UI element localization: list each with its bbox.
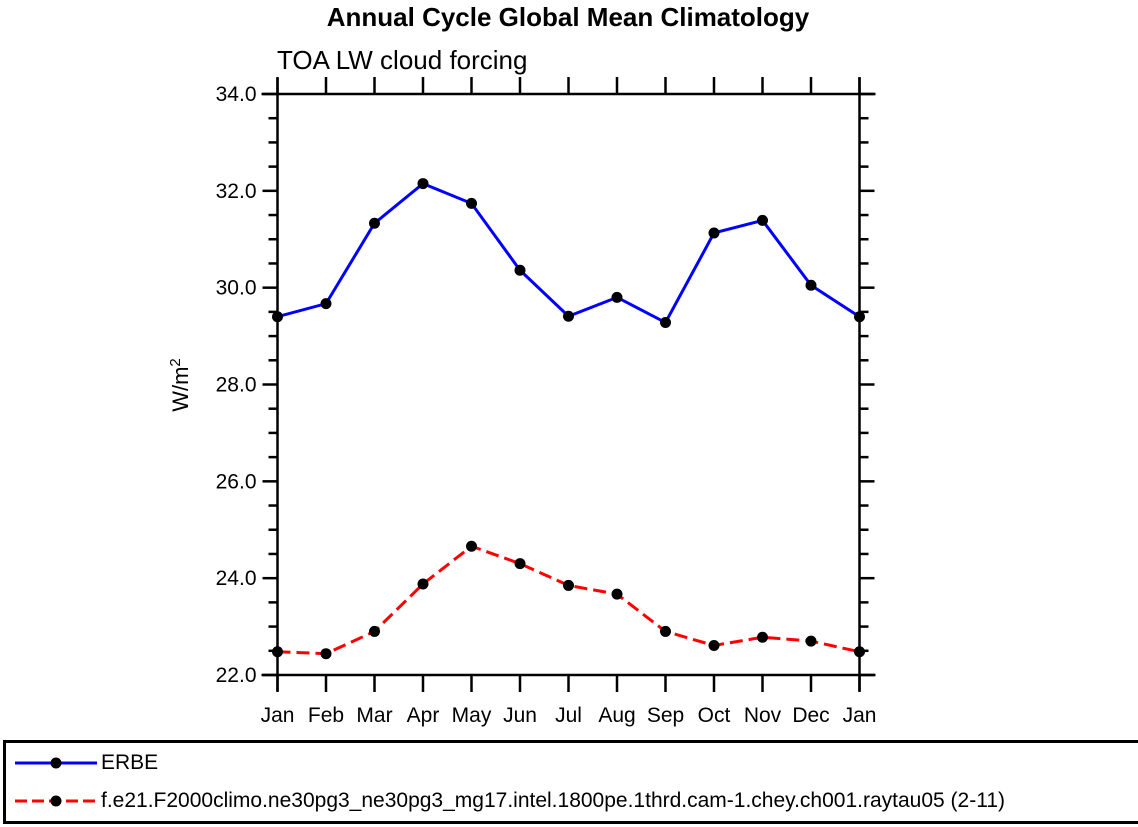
x-tick-label: Apr (407, 704, 440, 727)
data-point-marker (369, 217, 380, 229)
legend-label-erbe: ERBE (101, 751, 159, 775)
x-tick-label: Jun (503, 704, 537, 727)
y-tick-label: 28.0 (216, 374, 257, 397)
y-tick-label: 30.0 (216, 277, 257, 300)
data-point-marker (320, 648, 332, 660)
data-point-marker (611, 291, 623, 303)
chart-title: Annual Cycle Global Mean Climatology (326, 2, 810, 32)
x-tick-label: Dec (792, 704, 829, 727)
data-point-marker (708, 639, 720, 651)
x-tick-label: May (452, 704, 492, 727)
y-tick-label: 24.0 (216, 567, 257, 590)
y-tick-label: 26.0 (216, 470, 257, 493)
y-tick-label: 32.0 (216, 180, 257, 203)
data-point-marker (369, 625, 380, 637)
x-tick-label: Feb (308, 704, 344, 727)
data-point-marker (514, 264, 526, 276)
x-tick-label: Sep (647, 704, 684, 727)
x-tick-label: Aug (598, 704, 635, 727)
model-line-sample (15, 795, 97, 807)
x-tick-label: Oct (698, 704, 731, 727)
legend-label-model: f.e21.F2000climo.ne30pg3_ne30pg3_mg17.in… (101, 788, 1006, 812)
data-point-marker (854, 311, 865, 323)
data-point-marker (466, 540, 477, 552)
data-point-marker (272, 311, 283, 323)
annual-cycle-line-chart: Jan Feb Mar Apr May Jun Jul Aug Sep Oct Nov Dec Jan2… (216, 77, 877, 727)
data-point-marker (660, 625, 671, 637)
x-tick-label: Jan (261, 704, 295, 727)
y-tick-label: 34.0 (216, 83, 257, 106)
legend-marker-icon (50, 757, 62, 769)
x-tick-label: Jan (843, 704, 877, 727)
legend-box: ERBE f.e21.F2000climo.ne30pg3_ne30pg3_mg… (3, 740, 1138, 824)
legend-item-model: f.e21.F2000climo.ne30pg3_ne30pg3_mg17.in… (13, 784, 1138, 818)
x-tick-label: Jul (555, 704, 582, 727)
data-point-marker (320, 298, 332, 310)
x-tick-label: Nov (744, 704, 782, 727)
data-point-marker (563, 579, 574, 591)
data-point-marker (757, 631, 768, 643)
series-line-model (277, 544, 860, 656)
data-point-marker (272, 646, 283, 658)
erbe-line-sample (15, 757, 97, 769)
series-line-erbe (277, 181, 861, 325)
data-point-marker (563, 310, 574, 322)
legend-marker-icon (50, 795, 62, 807)
x-tick-label: Mar (356, 704, 392, 727)
data-point-marker (417, 578, 429, 590)
data-point-marker (708, 227, 720, 239)
data-point-marker (757, 214, 768, 226)
y-tick-label: 22.0 (216, 664, 257, 687)
data-point-marker (805, 635, 817, 647)
data-point-marker (854, 646, 865, 658)
data-point-marker (660, 317, 671, 329)
data-point-marker (611, 588, 623, 600)
legend-item-erbe: ERBE (13, 746, 1138, 780)
chart-subtitle: TOA LW cloud forcing (277, 45, 528, 75)
data-point-marker (417, 178, 429, 190)
data-point-marker (805, 279, 817, 291)
data-point-marker (466, 197, 477, 209)
data-point-marker (514, 558, 526, 570)
